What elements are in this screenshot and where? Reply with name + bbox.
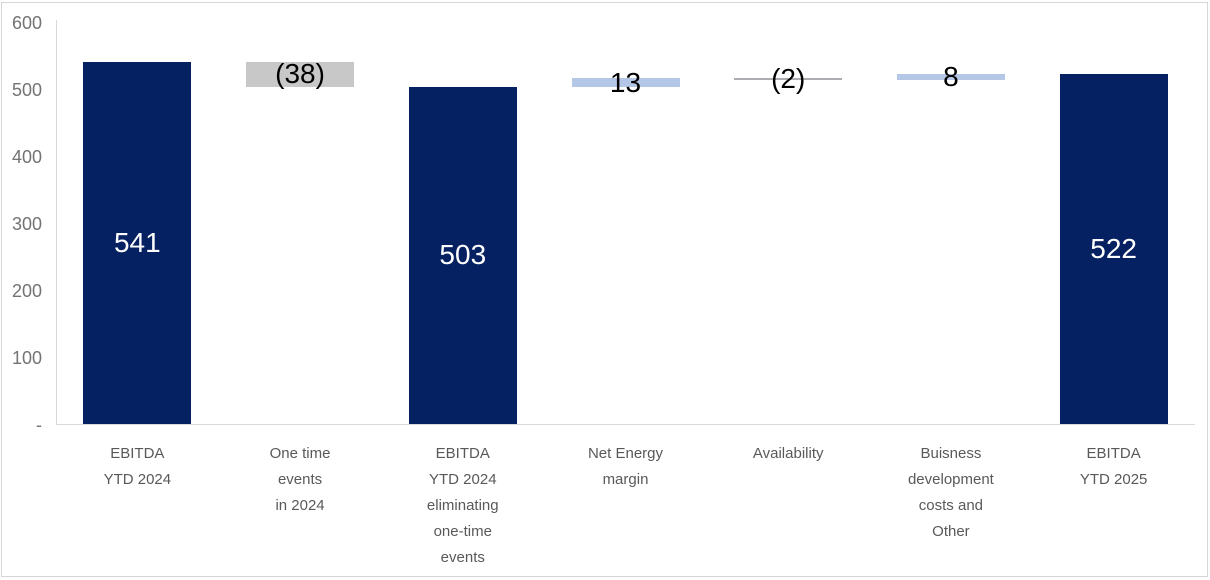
y-tick-label: 300 xyxy=(11,214,42,234)
y-tick-label: 200 xyxy=(11,281,42,301)
waterfall-bar-1[interactable] xyxy=(83,61,192,424)
category-label-line: events xyxy=(277,471,323,488)
category-label-3: EBITDA YTD 2024 eliminating one-time events xyxy=(381,441,544,571)
category-label-2: One time events in 2024 xyxy=(219,441,382,519)
category-label-line: Other xyxy=(932,523,970,540)
category-label-line: EBITDA xyxy=(435,445,490,462)
category-label-1: EBITDA YTD 2024 xyxy=(56,441,219,493)
category-label-7: EBITDA YTD 2025 xyxy=(1032,441,1195,493)
category-label-4: Net Energy margin xyxy=(544,441,707,493)
bar-value-label: 8 xyxy=(943,60,959,92)
waterfall-bar-4[interactable] xyxy=(571,78,680,87)
waterfall-bar-7[interactable] xyxy=(1059,74,1168,424)
category-label-5: Availability xyxy=(707,441,870,467)
y-axis-line xyxy=(56,20,57,424)
category-label-line: one-time xyxy=(433,523,492,540)
category-label-line: One time xyxy=(269,445,331,462)
category-label-line: Buisness xyxy=(920,445,982,462)
category-label-line: costs and xyxy=(918,497,984,514)
category-label-line: YTD 2024 xyxy=(103,471,172,488)
x-axis-line xyxy=(56,424,1195,425)
bar-value-label: 541 xyxy=(113,226,161,258)
y-tick-label: 600 xyxy=(11,13,42,33)
category-label-line: Availability xyxy=(752,445,824,462)
category-label-6: Buisness development costs and Other xyxy=(870,441,1033,545)
category-label-line: events xyxy=(440,549,485,566)
category-label-line: in 2024 xyxy=(275,497,325,514)
category-label-line: development xyxy=(907,471,994,488)
bar-value-label: 13 xyxy=(609,66,642,98)
bar-value-label: 522 xyxy=(1090,233,1137,265)
y-tick-label: - xyxy=(36,415,42,435)
category-label-line: eliminating xyxy=(426,497,499,514)
bar-value-label: (2) xyxy=(771,63,806,95)
waterfall-bar-2[interactable] xyxy=(246,61,355,87)
category-label-line: EBITDA xyxy=(1086,445,1141,462)
category-label-line: Net Energy xyxy=(587,445,664,462)
category-label-line: EBITDA xyxy=(110,445,165,462)
y-tick-label: 400 xyxy=(11,147,42,167)
y-tick-label: 100 xyxy=(11,348,42,368)
waterfall-bar-6[interactable] xyxy=(896,74,1005,80)
y-tick-label: 500 xyxy=(11,80,42,100)
bar-value-label: (38) xyxy=(275,58,325,90)
waterfall-bar-5[interactable] xyxy=(734,78,843,80)
waterfall-bar-3[interactable] xyxy=(408,86,517,424)
category-label-line: YTD 2025 xyxy=(1079,471,1148,488)
category-label-line: YTD 2024 xyxy=(429,471,497,488)
category-label-line: margin xyxy=(602,471,649,488)
bar-value-label: 503 xyxy=(439,239,487,271)
